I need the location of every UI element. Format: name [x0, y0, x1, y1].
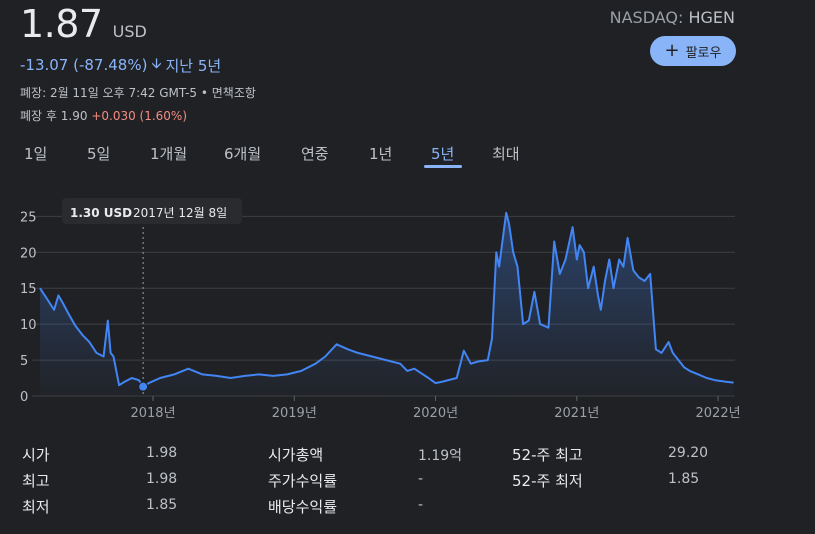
tab-ytd[interactable]: 연중	[301, 145, 329, 163]
market-status: 폐장: 2월 11일 오후 7:42 GMT-5 • 면책조항	[20, 84, 256, 101]
tab-1m[interactable]: 1개월	[150, 145, 188, 163]
stat-value-dividend: -	[418, 497, 424, 513]
highlight-point	[138, 381, 149, 392]
tab-6m[interactable]: 6개월	[224, 145, 262, 163]
stat-label-low: 최저	[22, 498, 50, 516]
tooltip-price: 1.30 USD	[70, 206, 132, 220]
x-tick-label-2018년: 2018년	[130, 406, 175, 421]
stat-value-52w-high: 29.20	[668, 445, 709, 461]
tab-1d[interactable]: 1일	[24, 145, 48, 163]
after-hours-price: 1.90	[60, 109, 88, 123]
price-change: -13.07 (-87.48%) 🡫 지난 5년	[20, 53, 221, 77]
y-tick-label-20: 20	[20, 246, 37, 261]
tab-max[interactable]: 최대	[492, 145, 520, 163]
follow-button[interactable]: + 팔로우	[650, 36, 736, 66]
y-tick-label-10: 10	[20, 318, 37, 333]
stat-label-52w-low: 52-주 최저	[512, 472, 583, 490]
stat-value-high: 1.98	[146, 471, 178, 487]
arrow-down-icon: 🡫	[151, 56, 162, 72]
stat-value-open: 1.98	[146, 445, 178, 461]
stat-label-52w-high: 52-주 최고	[512, 446, 583, 464]
stats-table: 시가 1.98 최고 1.98 최저 1.85 시가총액 1.19억 주가수익률…	[0, 436, 815, 526]
stat-label-dividend: 배당수익률	[268, 498, 338, 516]
stat-value-pe-ratio: -	[418, 471, 424, 487]
price-header: 1.87 USD	[20, 2, 147, 46]
after-hours-label: 폐장 후	[20, 109, 57, 123]
x-tick-label-2021년: 2021년	[554, 406, 599, 421]
stat-value-52w-low: 1.85	[668, 471, 700, 487]
active-tab-indicator	[424, 165, 462, 168]
tab-1y[interactable]: 1년	[369, 145, 393, 163]
y-tick-label-5: 5	[20, 354, 28, 369]
exchange-ticker: NASDAQ: HGEN	[610, 8, 735, 27]
range-tabs: 1일 5일 1개월 6개월 연중 1년 5년 최대	[0, 138, 815, 170]
market-status-text: 폐장: 2월 11일 오후 7:42 GMT-5 • 면책조항	[20, 86, 256, 100]
currency-label: USD	[112, 22, 147, 41]
x-tick-label-2022년: 2022년	[696, 406, 741, 421]
y-tick-label-15: 15	[20, 282, 37, 297]
y-tick-label-25: 25	[20, 210, 37, 225]
plus-icon: +	[664, 40, 680, 61]
stat-label-pe-ratio: 주가수익률	[268, 472, 338, 490]
tab-5d[interactable]: 5일	[87, 145, 111, 163]
ticker-symbol: HGEN	[688, 8, 735, 27]
after-hours-change: +0.030 (1.60%)	[91, 109, 188, 123]
stat-label-open: 시가	[22, 446, 50, 464]
stat-value-low: 1.85	[146, 497, 178, 513]
stat-label-high: 최고	[22, 472, 50, 490]
current-price: 1.87	[20, 2, 103, 46]
follow-button-label: 팔로우	[685, 45, 722, 61]
x-tick-label-2020년: 2020년	[413, 406, 458, 421]
chart-svg[interactable]: 0 5 10 15 20 25 2018년 2019년 2020년 2021년 2022년 1.30 …	[0, 190, 815, 430]
x-tick-label-2019년: 2019년	[272, 406, 317, 421]
exchange-label: NASDAQ:	[609, 8, 684, 27]
change-period: 지난 5년	[165, 56, 222, 75]
tab-5y[interactable]: 5년	[431, 145, 455, 163]
tooltip-box	[62, 198, 242, 224]
price-chart[interactable]: 0 5 10 15 20 25 2018년 2019년 2020년 2021년 2022년 1.30 …	[0, 190, 815, 430]
after-hours: 폐장 후 1.90 +0.030 (1.60%)	[20, 107, 187, 124]
stat-label-market-cap: 시가총액	[268, 446, 324, 464]
chart-tooltip: 1.30 USD 2017년 12월 8일	[62, 198, 242, 224]
series-line	[39, 211, 734, 388]
stat-value-market-cap: 1.19억	[418, 448, 463, 464]
y-tick-label-0: 0	[20, 390, 28, 405]
tooltip-date: 2017년 12월 8일	[133, 206, 227, 220]
series-area	[40, 212, 734, 396]
change-value: -13.07 (-87.48%)	[20, 56, 148, 74]
